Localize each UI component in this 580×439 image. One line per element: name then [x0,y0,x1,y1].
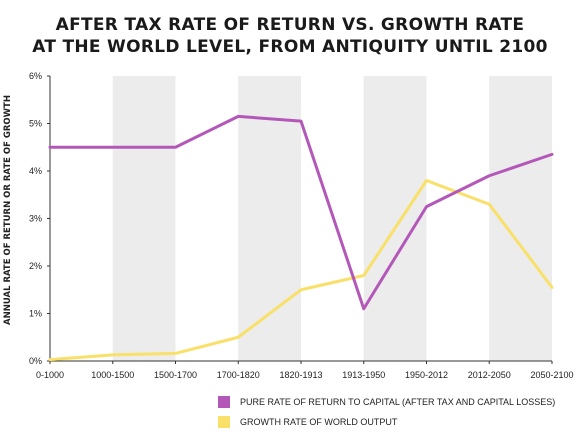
x-tick-label: 2050-2100 [530,370,573,380]
legend-item-return: PURE RATE OF RETURN TO CAPITAL (AFTER TA… [218,396,578,412]
legend-item-growth: GROWTH RATE OF WORLD OUTPUT [218,416,578,432]
x-tick-label: 1820-1913 [279,370,322,380]
background-band [363,76,427,361]
axes [47,75,553,364]
y-tick-label: 0% [29,356,42,366]
y-tick-labels: 0% 1% 2% 3% 4% 5% 6% [29,71,42,366]
x-tick-label: 1950-2012 [405,370,448,380]
x-tick-label: 1913-1950 [342,370,385,380]
chart-title: AFTER TAX RATE OF RETURN VS. GROWTH RATE… [0,14,580,58]
series-line-return [48,114,554,311]
chart-title-line-2: AT THE WORLD LEVEL, FROM ANTIQUITY UNTIL… [32,37,548,57]
y-tick-label: 2% [29,261,42,271]
legend-swatch-return [218,396,230,408]
background-band [112,76,176,361]
legend: PURE RATE OF RETURN TO CAPITAL (AFTER TA… [218,386,578,436]
legend-label-return: PURE RATE OF RETURN TO CAPITAL (AFTER TA… [240,397,556,407]
series-lines [48,114,554,362]
y-tick-label: 6% [29,71,42,81]
series-line-growth [48,179,554,362]
y-tick-label: 3% [29,214,42,224]
x-tick-label: 1000-1500 [91,370,134,380]
legend-label-growth: GROWTH RATE OF WORLD OUTPUT [240,417,398,427]
y-tick-label: 4% [29,166,42,176]
x-tick-label: 2012-2050 [468,370,511,380]
y-tick-label: 1% [29,309,42,319]
x-tick-label: 1700-1820 [217,370,260,380]
x-tick-label: 1500-1700 [154,370,197,380]
legend-swatch-growth [218,416,230,428]
y-tick-label: 5% [29,119,42,129]
chart-title-line-1: AFTER TAX RATE OF RETURN VS. GROWTH RATE [55,15,525,35]
x-tick-labels: 0-1000 1000-1500 1500-1700 1700-1820 1820-19… [36,370,574,380]
x-tick-label: 0-1000 [36,370,64,380]
